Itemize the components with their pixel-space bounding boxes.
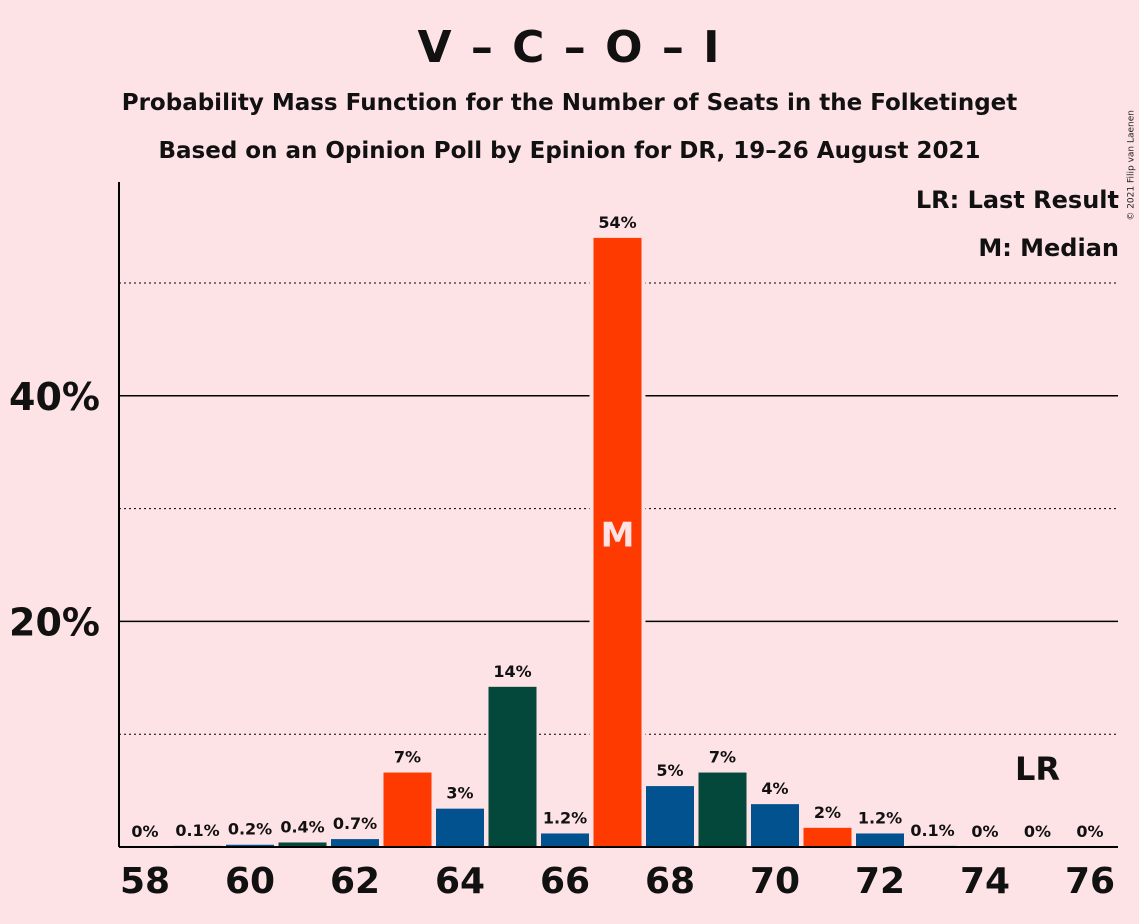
bar-seat-68 xyxy=(646,786,694,847)
bar-seat-64 xyxy=(436,808,484,847)
bar-value-label: 0% xyxy=(1076,822,1103,841)
bar-value-label: 0.1% xyxy=(175,821,219,840)
bar-seat-61 xyxy=(278,842,327,847)
bar-seat-71 xyxy=(803,827,852,847)
bar-seat-63 xyxy=(383,772,432,847)
bar-seat-67 xyxy=(593,237,642,847)
bar-value-label: 0% xyxy=(131,822,158,841)
x-tick-label: 70 xyxy=(750,861,800,902)
chart-subtitle-source: Based on an Opinion Poll by Epinion for … xyxy=(158,138,981,164)
bar-value-label: 4% xyxy=(761,779,788,798)
bar-seat-60 xyxy=(226,844,274,847)
bar-value-label: 3% xyxy=(446,784,473,803)
bar-value-label: 1.2% xyxy=(543,808,587,827)
x-tick-label: 72 xyxy=(855,861,905,902)
bar-value-label: 5% xyxy=(656,761,683,780)
bar-seat-72 xyxy=(856,833,904,847)
bar-value-label: 0.4% xyxy=(280,817,324,836)
legend-last-result: LR: Last Result xyxy=(915,186,1119,214)
bar-value-label: 14% xyxy=(493,662,531,681)
median-marker: M xyxy=(601,515,635,555)
y-tick-label: 40% xyxy=(9,375,100,419)
x-tick-label: 62 xyxy=(330,861,380,902)
bar-value-label: 0.7% xyxy=(333,814,377,833)
x-tick-label: 60 xyxy=(225,861,275,902)
bar-seat-62 xyxy=(331,839,379,847)
x-tick-label: 66 xyxy=(540,861,590,902)
x-tick-label: 74 xyxy=(960,861,1010,902)
bar-value-label: 54% xyxy=(598,213,636,232)
bar-seat-70 xyxy=(751,804,799,847)
last-result-marker: LR xyxy=(1015,750,1060,788)
x-tick-label: 64 xyxy=(435,861,485,902)
bar-seat-69 xyxy=(698,772,747,847)
bar-value-label: 7% xyxy=(709,748,736,767)
chart-subtitle: Probability Mass Function for the Number… xyxy=(121,90,1018,116)
bar-value-label: 2% xyxy=(814,803,841,822)
bar-value-label: 0% xyxy=(1024,822,1051,841)
bar-value-label: 1.2% xyxy=(858,808,902,827)
bar-seat-65 xyxy=(488,686,537,847)
bar-value-label: 0% xyxy=(971,822,998,841)
x-tick-label: 68 xyxy=(645,861,695,902)
x-tick-label: 76 xyxy=(1065,861,1115,902)
x-tick-label: 58 xyxy=(120,861,170,902)
bar-value-label: 0.1% xyxy=(910,821,954,840)
bar-value-label: 0.2% xyxy=(228,820,272,839)
y-tick-label: 20% xyxy=(9,600,100,644)
legend-median: M: Median xyxy=(978,234,1119,262)
bar-value-label: 7% xyxy=(394,748,421,767)
chart-title: V – C – O – I xyxy=(417,22,722,73)
bar-seat-66 xyxy=(541,833,589,847)
